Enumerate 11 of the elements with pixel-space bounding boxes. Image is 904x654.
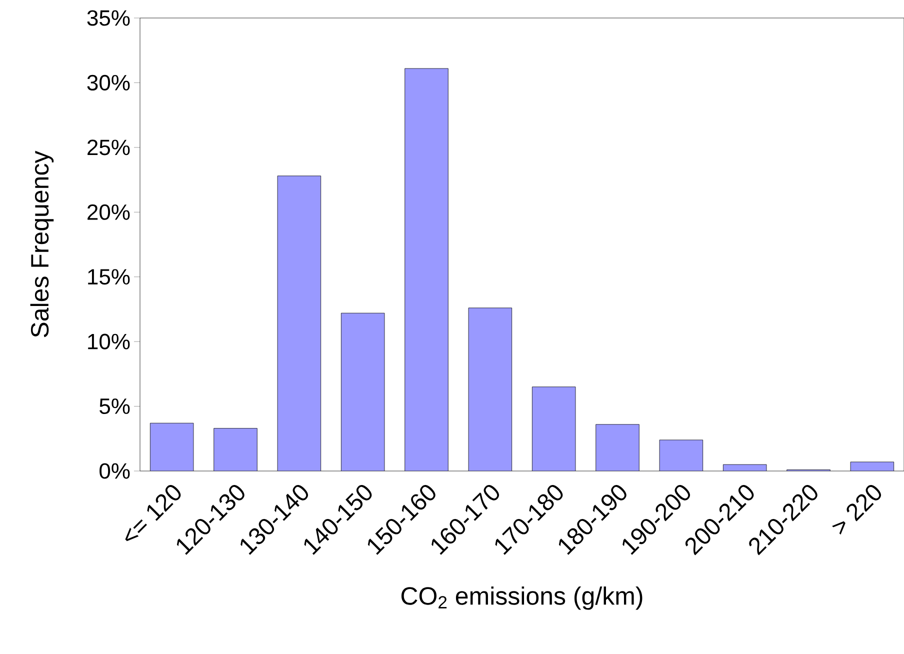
y-tick-label: 0% — [100, 463, 130, 479]
y-tick-label: 15% — [88, 269, 130, 285]
y-tick-label: 35% — [87, 10, 130, 26]
y-tick-label: 25% — [88, 140, 130, 156]
y-tick-label: 10% — [88, 334, 130, 350]
y-tick-label: 5% — [100, 398, 130, 414]
x-tick-label: > 220 — [832, 485, 882, 535]
y-axis-title: Sales Frequency — [30, 150, 54, 338]
y-tick-label: 30% — [87, 74, 130, 91]
x-axis-title: CO$_{2}$ emissions (g/km) — [401, 586, 642, 610]
y-tick-label: 20% — [88, 204, 130, 220]
